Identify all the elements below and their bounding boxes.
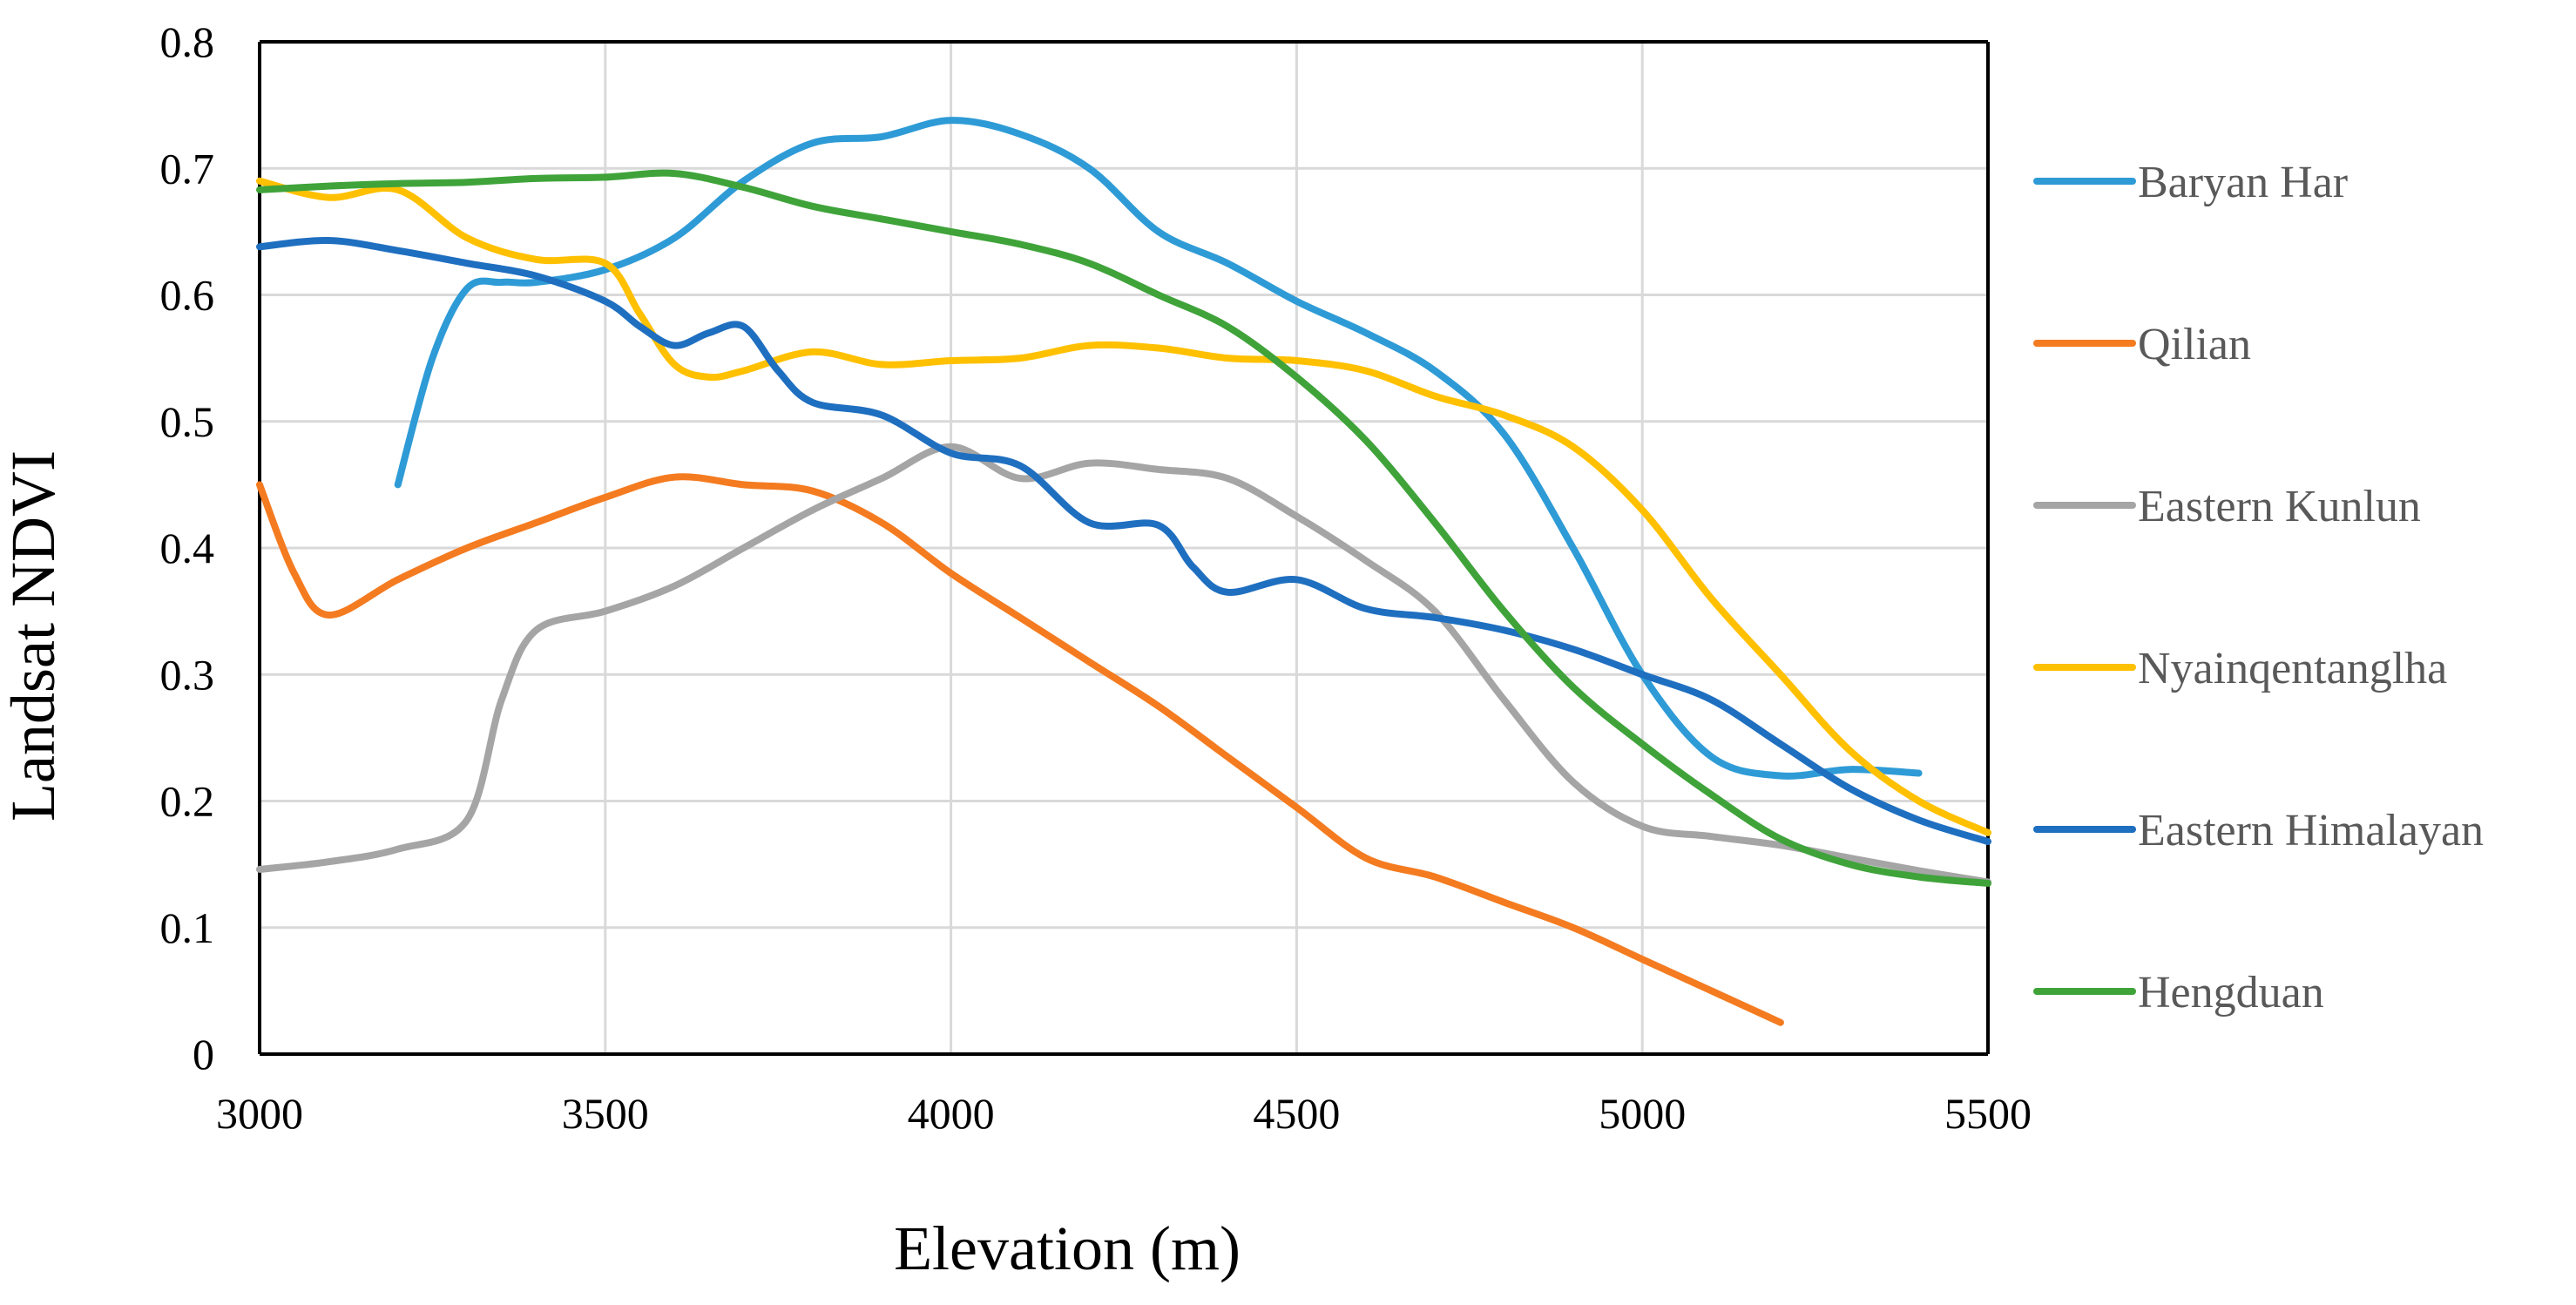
y-tick-labels: 0 0.1 0.2 0.3 0.4 0.5 0.6 0.7 0.8	[160, 17, 215, 1078]
legend-label-qilian: Qilian	[2138, 320, 2251, 369]
y-tick-label: 0.4	[160, 524, 215, 572]
series-lines	[256, 117, 1991, 1026]
x-tick-labels: 3000 3500 4000 4500 5000 5500	[216, 1089, 2032, 1138]
x-tick-label: 4000	[908, 1089, 995, 1138]
y-tick-label: 0.6	[160, 271, 215, 320]
y-tick-label: 0.8	[160, 17, 215, 66]
legend-label-eastern-kunlun: Eastern Kunlun	[2138, 482, 2421, 531]
y-tick-label: 0.2	[160, 777, 215, 826]
plot-frame	[258, 40, 1990, 1056]
x-tick-label: 3500	[562, 1089, 649, 1138]
series-line-hengduan	[256, 169, 1991, 887]
x-tick-label: 3000	[216, 1089, 303, 1138]
legend-label-nyainqentanglha: Nyainqentanglha	[2138, 644, 2447, 693]
y-tick-label: 0.1	[160, 903, 215, 952]
y-tick-label: 0.7	[160, 144, 215, 193]
legend-label-baryan-har: Baryan Har	[2138, 158, 2348, 207]
legend-label-eastern-himalayan: Eastern Himalayan	[2138, 806, 2484, 855]
legend: Baryan Har Qilian Eastern Kunlun Nyainqenta…	[2033, 158, 2484, 1018]
x-axis-title: Elevation (m)	[894, 1214, 1241, 1283]
series-line-qilian	[256, 473, 1784, 1026]
y-tick-label: 0.3	[160, 650, 215, 699]
x-tick-label: 4500	[1253, 1089, 1340, 1138]
series-line-eastern-himalayan	[256, 236, 1991, 845]
series-line-eastern-kunlun	[256, 443, 1991, 886]
y-tick-label: 0	[193, 1030, 214, 1078]
x-tick-label: 5500	[1944, 1089, 2032, 1138]
legend-label-hengduan: Hengduan	[2138, 968, 2324, 1018]
y-tick-label: 0.5	[160, 397, 215, 446]
y-axis-title: Landsat NDVI	[0, 450, 68, 822]
series-line-nyainqentanglha	[256, 177, 1991, 836]
x-tick-label: 5000	[1599, 1089, 1686, 1138]
